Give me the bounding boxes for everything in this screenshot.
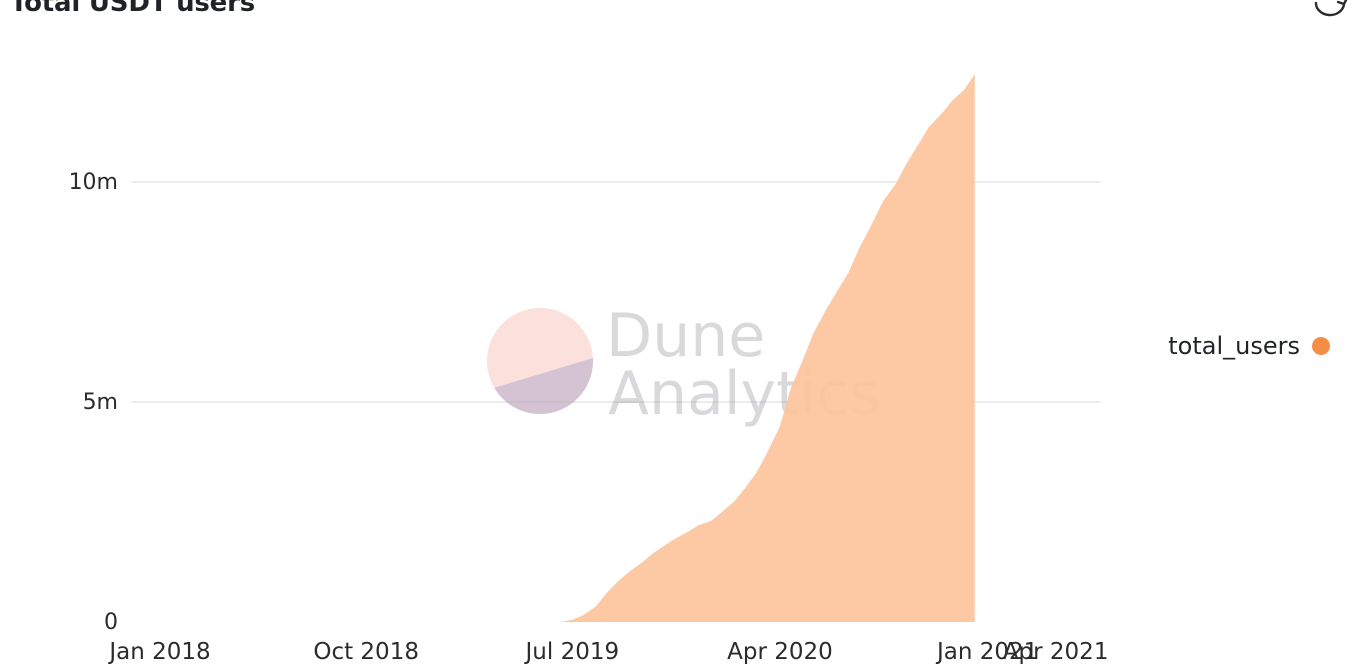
x-tick-label: Jul 2019 [524, 639, 620, 665]
x-axis-ticks: Jan 2018 Oct 2018 Jul 2019 Apr 2020 Jan 2021… [107, 639, 1108, 665]
x-tick-label: Oct 2018 [313, 639, 419, 665]
x-tick-label: Apr 2020 [727, 639, 833, 665]
y-tick-label: 5m [83, 390, 118, 415]
legend-item-total-users[interactable]: total_users [1168, 332, 1330, 360]
legend-label: total_users [1168, 332, 1300, 360]
watermark-line1: Dune [606, 301, 765, 371]
chart-title: Total USDT users [10, 0, 256, 18]
y-tick-label: 0 [104, 610, 118, 635]
area-total-users [560, 74, 975, 622]
x-tick-label: Apr 2021 [1003, 639, 1109, 665]
legend-color-dot [1312, 337, 1330, 355]
x-tick-label: Jan 2018 [107, 639, 210, 665]
dune-logo-icon [487, 308, 593, 414]
refresh-button[interactable] [1310, 0, 1350, 24]
y-tick-label: 10m [69, 170, 118, 195]
y-axis-ticks: 0 5m 10m [69, 170, 118, 635]
series-area [560, 74, 975, 622]
x-tick-label: Jan 2021 [935, 639, 1038, 665]
refresh-icon [1314, 0, 1348, 17]
